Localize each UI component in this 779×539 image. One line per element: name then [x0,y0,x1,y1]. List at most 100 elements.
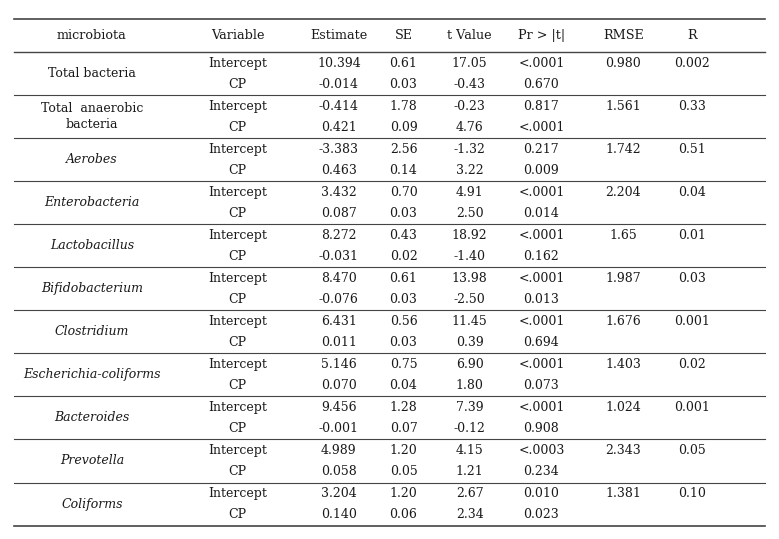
Text: <.0003: <.0003 [518,444,565,457]
Text: CP: CP [228,422,247,435]
Text: Coliforms: Coliforms [62,497,122,510]
Text: 4.989: 4.989 [321,444,357,457]
Text: 0.56: 0.56 [390,315,418,328]
Text: Estimate: Estimate [310,29,368,42]
Text: 0.002: 0.002 [674,57,710,70]
Text: CP: CP [228,293,247,306]
Text: 0.162: 0.162 [523,250,559,263]
Text: 17.05: 17.05 [452,57,488,70]
Text: Intercept: Intercept [208,185,267,198]
Text: 11.45: 11.45 [452,315,488,328]
Text: 2.56: 2.56 [390,143,418,156]
Text: 1.561: 1.561 [605,100,641,113]
Text: <.0001: <.0001 [518,315,565,328]
Text: -0.23: -0.23 [454,100,485,113]
Text: 0.02: 0.02 [678,358,706,371]
Text: 2.204: 2.204 [605,185,641,198]
Text: -0.43: -0.43 [453,78,486,91]
Text: 0.04: 0.04 [678,185,706,198]
Text: 1.65: 1.65 [609,229,637,241]
Text: R: R [687,29,696,42]
Text: 1.20: 1.20 [390,487,418,500]
Text: 1.024: 1.024 [605,400,641,414]
Text: CP: CP [228,121,247,134]
Text: 0.009: 0.009 [523,164,559,177]
Text: 0.03: 0.03 [390,78,418,91]
Text: SE: SE [394,29,413,42]
Text: 0.014: 0.014 [523,207,559,220]
Text: RMSE: RMSE [603,29,643,42]
Text: 0.06: 0.06 [390,508,418,521]
Text: <.0001: <.0001 [518,57,565,70]
Text: Prevotella: Prevotella [60,454,124,467]
Text: <.0001: <.0001 [518,121,565,134]
Text: 8.470: 8.470 [321,272,357,285]
Text: 0.087: 0.087 [321,207,357,220]
Text: 0.011: 0.011 [321,336,357,349]
Text: 1.403: 1.403 [605,358,641,371]
Text: 0.05: 0.05 [390,465,418,478]
Text: 0.001: 0.001 [674,400,710,414]
Text: 0.421: 0.421 [321,121,357,134]
Text: 4.76: 4.76 [456,121,484,134]
Text: -2.50: -2.50 [454,293,485,306]
Text: Intercept: Intercept [208,315,267,328]
Text: -0.414: -0.414 [319,100,359,113]
Text: 3.204: 3.204 [321,487,357,500]
Text: 0.02: 0.02 [390,250,418,263]
Text: 1.28: 1.28 [390,400,418,414]
Text: 7.39: 7.39 [456,400,484,414]
Text: 0.463: 0.463 [321,164,357,177]
Text: 0.43: 0.43 [390,229,418,241]
Text: Intercept: Intercept [208,272,267,285]
Text: CP: CP [228,207,247,220]
Text: Intercept: Intercept [208,358,267,371]
Text: 2.34: 2.34 [456,508,484,521]
Text: 2.343: 2.343 [605,444,641,457]
Text: 3.432: 3.432 [321,185,357,198]
Text: Total  anaerobic
bacteria: Total anaerobic bacteria [41,102,143,132]
Text: 0.217: 0.217 [523,143,559,156]
Text: t Value: t Value [447,29,492,42]
Text: CP: CP [228,78,247,91]
Text: -0.12: -0.12 [454,422,485,435]
Text: CP: CP [228,508,247,521]
Text: Escherichia-coliforms: Escherichia-coliforms [23,369,160,382]
Text: 0.01: 0.01 [678,229,706,241]
Text: CP: CP [228,336,247,349]
Text: 0.234: 0.234 [523,465,559,478]
Text: Bifidobacterium: Bifidobacterium [41,282,143,295]
Text: 5.146: 5.146 [321,358,357,371]
Text: Intercept: Intercept [208,487,267,500]
Text: 3.22: 3.22 [456,164,484,177]
Text: Intercept: Intercept [208,100,267,113]
Text: 1.20: 1.20 [390,444,418,457]
Text: Variable: Variable [211,29,264,42]
Text: <.0001: <.0001 [518,229,565,241]
Text: 0.05: 0.05 [678,444,706,457]
Text: 0.073: 0.073 [523,379,559,392]
Text: 0.03: 0.03 [678,272,706,285]
Text: 1.78: 1.78 [390,100,418,113]
Text: 0.070: 0.070 [321,379,357,392]
Text: 1.676: 1.676 [605,315,641,328]
Text: 18.92: 18.92 [452,229,488,241]
Text: 0.61: 0.61 [390,57,418,70]
Text: 0.61: 0.61 [390,272,418,285]
Text: -0.076: -0.076 [319,293,359,306]
Text: 0.39: 0.39 [456,336,484,349]
Text: <.0001: <.0001 [518,400,565,414]
Text: <.0001: <.0001 [518,272,565,285]
Text: Bacteroides: Bacteroides [55,411,129,425]
Text: 0.03: 0.03 [390,207,418,220]
Text: CP: CP [228,250,247,263]
Text: 1.21: 1.21 [456,465,484,478]
Text: -3.383: -3.383 [319,143,359,156]
Text: <.0001: <.0001 [518,358,565,371]
Text: 1.381: 1.381 [605,487,641,500]
Text: 4.91: 4.91 [456,185,484,198]
Text: 4.15: 4.15 [456,444,484,457]
Text: 1.987: 1.987 [605,272,641,285]
Text: 0.908: 0.908 [523,422,559,435]
Text: Intercept: Intercept [208,57,267,70]
